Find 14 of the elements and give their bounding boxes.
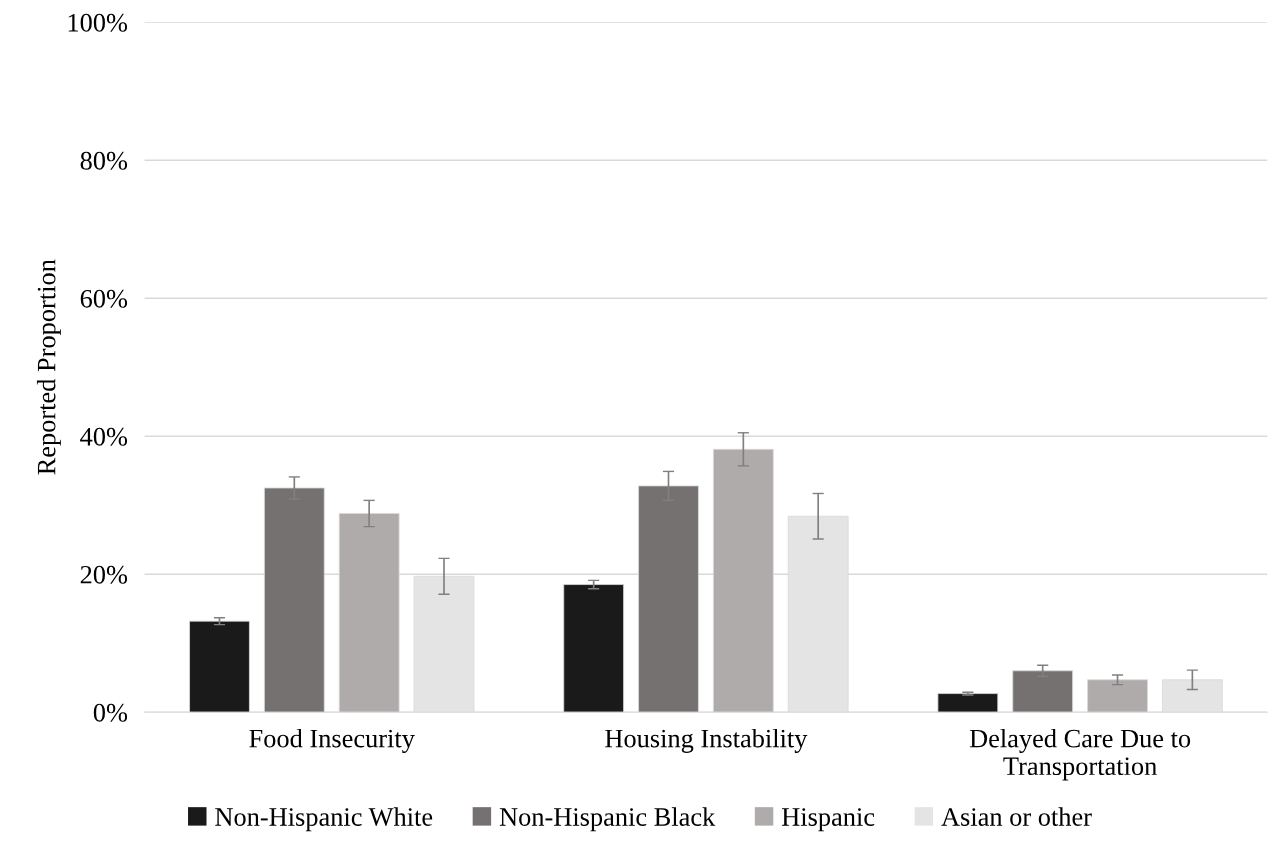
- y-tick-label: 20%: [80, 565, 128, 584]
- y-axis-title: Reported Proportion: [36, 259, 61, 475]
- y-tick-label: 40%: [80, 427, 128, 446]
- legend-label: Asian or other: [941, 807, 1092, 826]
- x-tick-label: Delayed Care Due to Transportation: [969, 728, 1191, 781]
- legend-label: Non-Hispanic Black: [499, 807, 716, 832]
- y-tick-label: 100%: [68, 13, 128, 32]
- x-tick-label: Housing Instability: [605, 728, 808, 753]
- y-tick-label: 80%: [80, 151, 128, 170]
- y-tick-label: 0%: [93, 703, 128, 722]
- x-tick-label: Food Insecurity: [249, 728, 415, 753]
- legend-label: Hispanic: [781, 808, 875, 832]
- legend-label: Non-Hispanic White: [215, 807, 433, 832]
- y-tick-label: 60%: [80, 289, 128, 308]
